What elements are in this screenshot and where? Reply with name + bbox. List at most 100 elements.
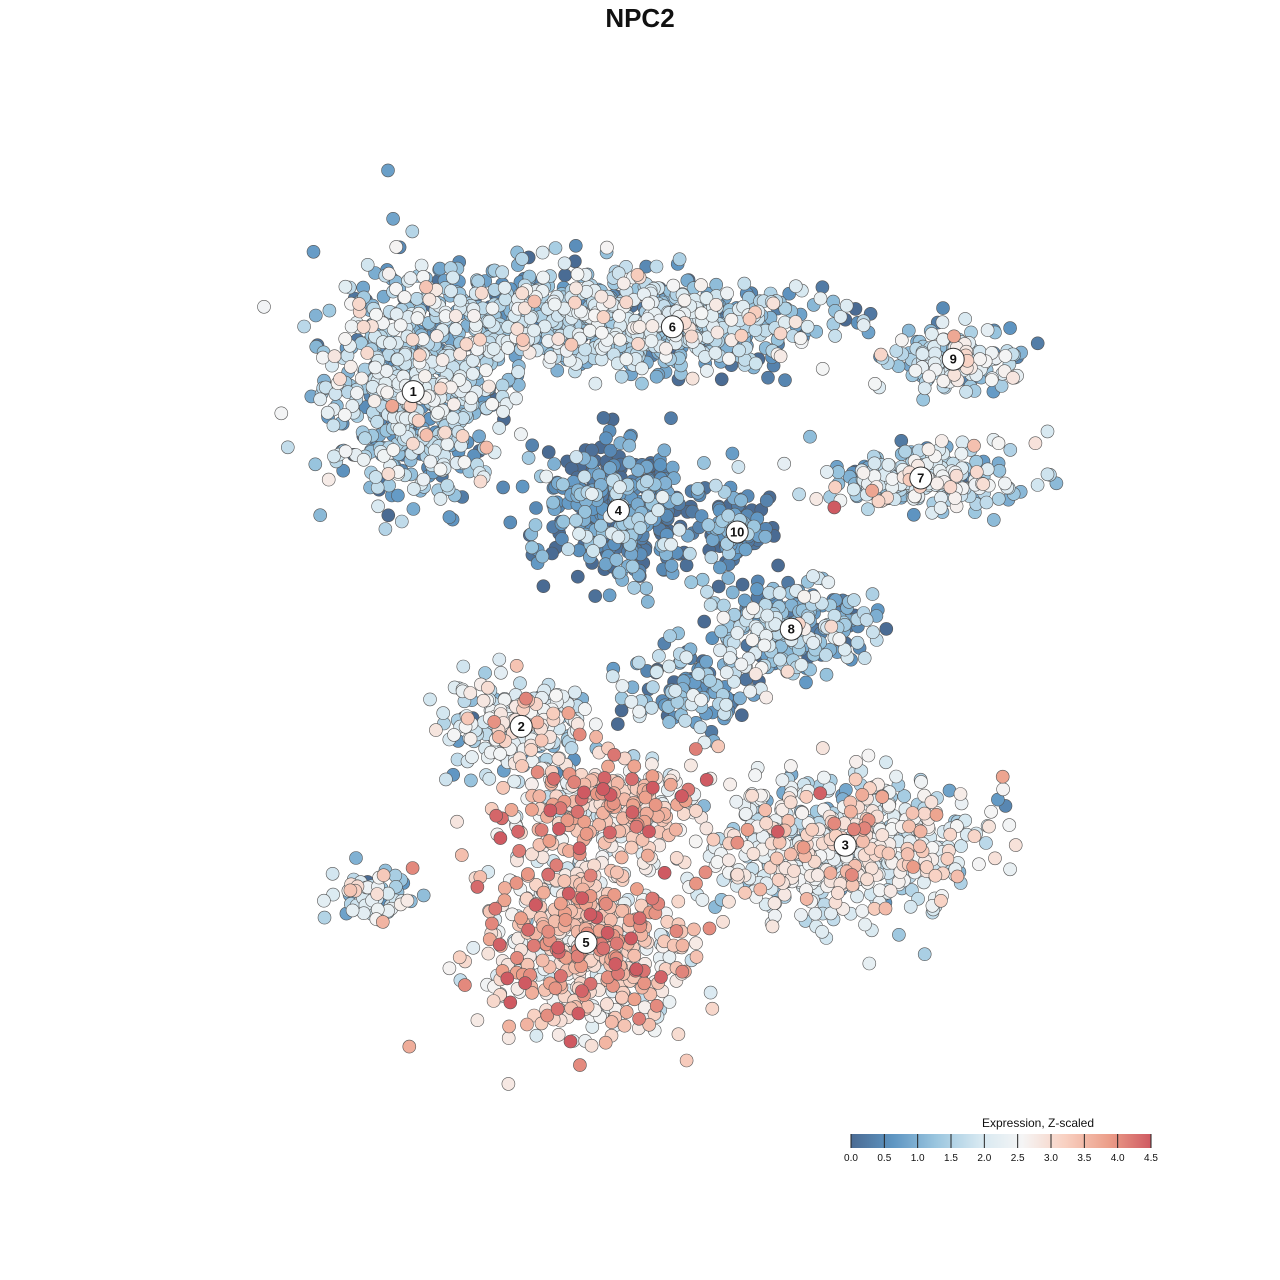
data-point	[561, 886, 576, 901]
data-point	[773, 652, 787, 667]
data-point	[520, 1017, 534, 1032]
data-point	[795, 806, 809, 820]
data-point	[492, 652, 507, 667]
data-point	[799, 892, 814, 906]
data-point	[856, 318, 871, 333]
data-point	[481, 680, 495, 695]
legend-tick-label: 4.5	[1144, 1153, 1158, 1164]
legend-tick-label: 1.5	[944, 1153, 958, 1164]
data-point	[705, 1001, 720, 1016]
data-point	[378, 522, 393, 536]
data-point	[996, 782, 1010, 797]
data-point	[697, 614, 712, 629]
data-point	[846, 482, 861, 497]
data-point	[539, 469, 554, 484]
data-point	[608, 957, 623, 971]
data-point	[391, 488, 405, 503]
data-point	[596, 411, 611, 425]
data-point	[777, 456, 792, 471]
data-point	[317, 910, 332, 925]
data-point	[493, 831, 508, 845]
data-point	[360, 257, 375, 272]
data-point	[675, 964, 690, 979]
data-point	[865, 483, 879, 498]
data-point	[489, 808, 504, 823]
data-point	[588, 589, 603, 603]
data-point	[495, 378, 510, 393]
data-point	[809, 492, 824, 506]
data-point	[375, 915, 390, 929]
data-point	[866, 625, 880, 640]
data-point	[917, 947, 932, 962]
data-point	[515, 479, 530, 494]
data-point	[584, 1038, 599, 1053]
data-point	[602, 588, 617, 603]
data-point	[703, 985, 718, 1000]
data-point	[806, 636, 821, 650]
data-point	[860, 872, 874, 887]
data-point	[632, 1011, 646, 1026]
data-point	[748, 768, 763, 783]
data-point	[561, 542, 575, 557]
data-point	[430, 329, 444, 343]
data-point	[541, 445, 556, 459]
data-point	[748, 667, 763, 681]
data-point	[979, 495, 994, 510]
data-point	[463, 732, 478, 746]
cluster-label-text: 10	[730, 525, 744, 540]
data-point	[982, 819, 996, 834]
data-point	[572, 841, 587, 856]
data-point	[454, 848, 469, 862]
data-point	[485, 301, 500, 316]
data-point	[589, 730, 603, 744]
data-point	[536, 885, 551, 900]
data-point	[664, 537, 678, 552]
data-point	[547, 297, 562, 312]
data-point	[479, 440, 494, 455]
data-point	[711, 579, 726, 594]
data-point	[433, 381, 448, 396]
legend-tick-label: 1.0	[911, 1153, 925, 1164]
data-point	[406, 436, 420, 451]
data-point	[716, 914, 730, 929]
data-point	[481, 946, 496, 961]
data-point	[452, 950, 467, 965]
data-point	[514, 911, 528, 926]
data-point	[954, 446, 969, 461]
data-point	[1002, 818, 1017, 832]
data-point	[631, 337, 645, 351]
data-point	[526, 938, 541, 953]
data-point	[670, 492, 685, 506]
data-point	[412, 348, 427, 363]
data-point	[535, 245, 550, 260]
data-point	[700, 584, 714, 599]
data-point	[509, 658, 524, 673]
data-point	[879, 622, 894, 636]
data-point	[423, 692, 437, 707]
data-point	[679, 1053, 694, 1068]
data-point	[496, 480, 510, 495]
data-point	[494, 665, 508, 680]
data-point	[416, 888, 431, 903]
data-point	[995, 769, 1010, 784]
data-point	[558, 913, 573, 927]
data-point	[542, 834, 557, 848]
data-point	[881, 457, 896, 472]
color-legend: Expression, Z-scaled 0.0 0.5 1.0 1.5 2.0 2.5 3…	[844, 1116, 1158, 1164]
data-point	[575, 891, 590, 906]
data-point	[694, 278, 708, 292]
data-point	[703, 673, 717, 688]
data-point	[337, 408, 352, 422]
data-point	[972, 857, 986, 872]
data-point	[689, 876, 703, 891]
legend-tick-label: 0.5	[877, 1153, 891, 1164]
cluster-label-1: 1	[401, 380, 425, 404]
data-point	[501, 341, 515, 355]
data-point	[446, 270, 460, 285]
data-point	[797, 589, 812, 604]
data-point	[470, 880, 485, 894]
data-point	[651, 503, 666, 518]
data-point	[530, 765, 545, 779]
data-point	[433, 492, 448, 506]
cluster-label-text: 5	[582, 935, 589, 950]
